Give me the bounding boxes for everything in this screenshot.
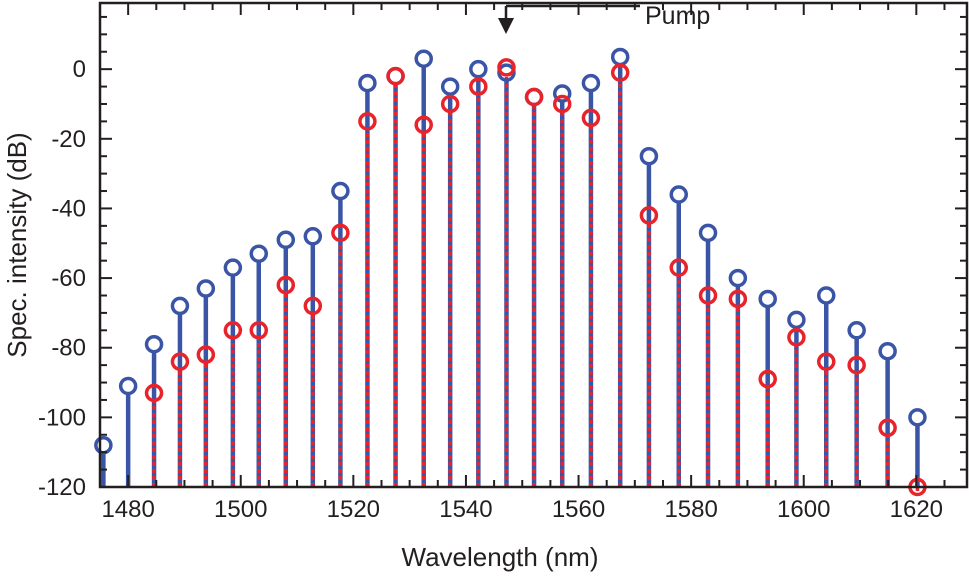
red-marker [196, 345, 216, 364]
red-marker [144, 383, 164, 403]
blue-marker [440, 77, 460, 96]
blue-marker [249, 244, 269, 263]
pump-annotation: Pump [498, 2, 710, 34]
red-marker [469, 77, 488, 96]
blue-marker [469, 59, 488, 79]
red-marker [249, 321, 269, 340]
blue-marker [817, 286, 836, 305]
red-marker [358, 112, 377, 131]
blue-marker [758, 289, 777, 309]
blue-marker [878, 341, 897, 361]
red-marker [223, 321, 243, 340]
x-tick-label: 1600 [777, 496, 830, 523]
x-tick-label: 1620 [890, 496, 943, 523]
red-marker [497, 58, 516, 77]
y-tick-label: -60 [51, 265, 86, 292]
y-axis-label: Spec. intensity (dB) [2, 132, 32, 357]
blue-marker [552, 84, 572, 103]
blue-marker [669, 185, 689, 204]
red-marker [552, 94, 572, 114]
red-marker [698, 286, 718, 305]
red-marker [817, 352, 836, 371]
x-tick-label: 1520 [327, 496, 380, 523]
blue-marker [698, 223, 718, 243]
x-tick-label: 1540 [439, 496, 492, 523]
red-marker [524, 87, 544, 107]
y-tick-label: -120 [38, 474, 86, 501]
red-marker [331, 223, 350, 243]
red-marker [414, 115, 433, 135]
blue-marker [223, 258, 243, 277]
red-marker [758, 369, 777, 389]
blue-marker [118, 376, 138, 396]
blue-marker [358, 73, 377, 93]
y-tick-label: -40 [51, 195, 86, 222]
red-marker [581, 108, 601, 128]
y-tick-label: -80 [51, 335, 86, 362]
x-tick-label: 1500 [214, 496, 267, 523]
y-tick-label: 0 [73, 56, 86, 83]
blue-marker [170, 296, 190, 316]
red-marker [639, 206, 659, 225]
x-tick-label: 1580 [664, 496, 717, 523]
red-marker [787, 328, 806, 347]
red-marker [847, 355, 866, 375]
blue-marker [414, 49, 433, 68]
red-marker [170, 352, 190, 371]
blue-marker [908, 408, 927, 427]
x-axis-label: Wavelength (nm) [402, 542, 599, 572]
red-marker [669, 258, 689, 277]
blue-marker [639, 146, 659, 166]
blue-marker [581, 73, 601, 93]
blue-marker [847, 321, 866, 340]
blue-marker [94, 435, 113, 455]
red-marker [610, 63, 630, 82]
red-marker [440, 94, 460, 114]
blue-marker [196, 279, 216, 298]
plot-frame [98, 1, 969, 489]
blue-marker [610, 47, 630, 67]
x-tick-label: 1480 [101, 496, 154, 523]
y-tick-label: -100 [38, 404, 86, 431]
axes: 0 -20 -40 -60 -80 -100 -120 1480 1500 1520 1540 156… [38, 1, 969, 523]
blue-marker [728, 268, 748, 288]
red-marker [276, 275, 296, 295]
y-tick-label: -20 [51, 126, 86, 153]
pump-label: Pump [645, 2, 710, 30]
red-marker [728, 289, 748, 309]
red-marker [303, 296, 323, 316]
pump-arrow-head-icon [498, 18, 514, 34]
blue-marker [144, 334, 164, 354]
blue-marker [331, 181, 350, 201]
blue-marker [787, 310, 806, 330]
blue-marker [303, 227, 323, 246]
x-tick-label: 1560 [552, 496, 605, 523]
red-marker [878, 418, 897, 438]
blue-marker [276, 230, 296, 250]
chart-marks [94, 47, 927, 497]
red-marker [386, 66, 405, 86]
